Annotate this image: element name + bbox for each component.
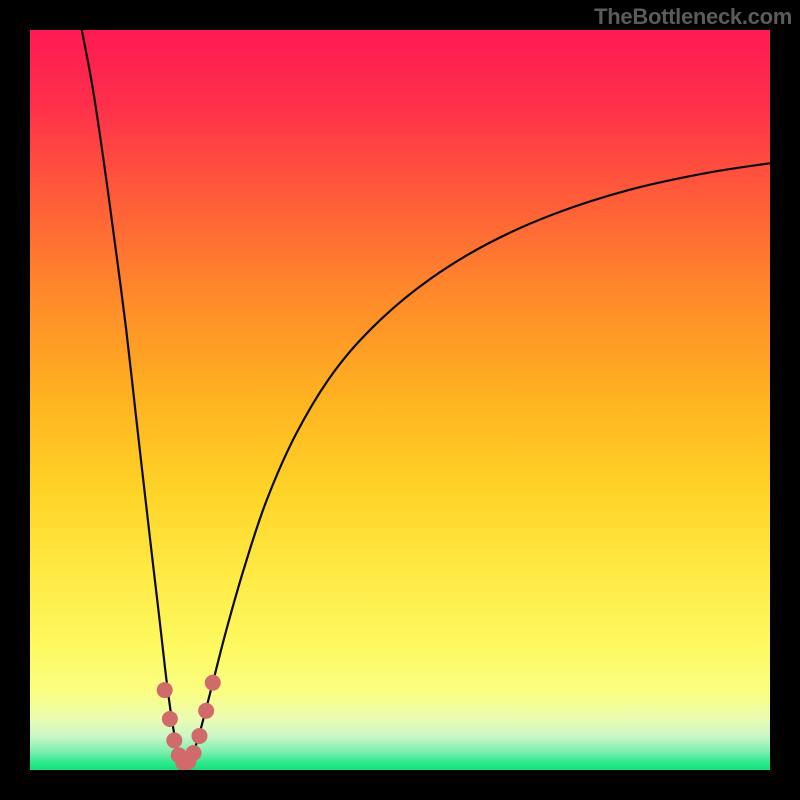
valley-marker (162, 711, 178, 727)
valley-marker (205, 675, 221, 691)
valley-marker (157, 682, 173, 698)
chart-svg (30, 30, 770, 770)
chart-plot-area (30, 30, 770, 770)
valley-marker (198, 703, 214, 719)
valley-marker (166, 732, 182, 748)
valley-marker (191, 728, 207, 744)
outer-frame: TheBottleneck.com (0, 0, 800, 800)
watermark-text: TheBottleneck.com (594, 4, 792, 30)
gradient-background (30, 30, 770, 770)
valley-marker (186, 745, 202, 761)
